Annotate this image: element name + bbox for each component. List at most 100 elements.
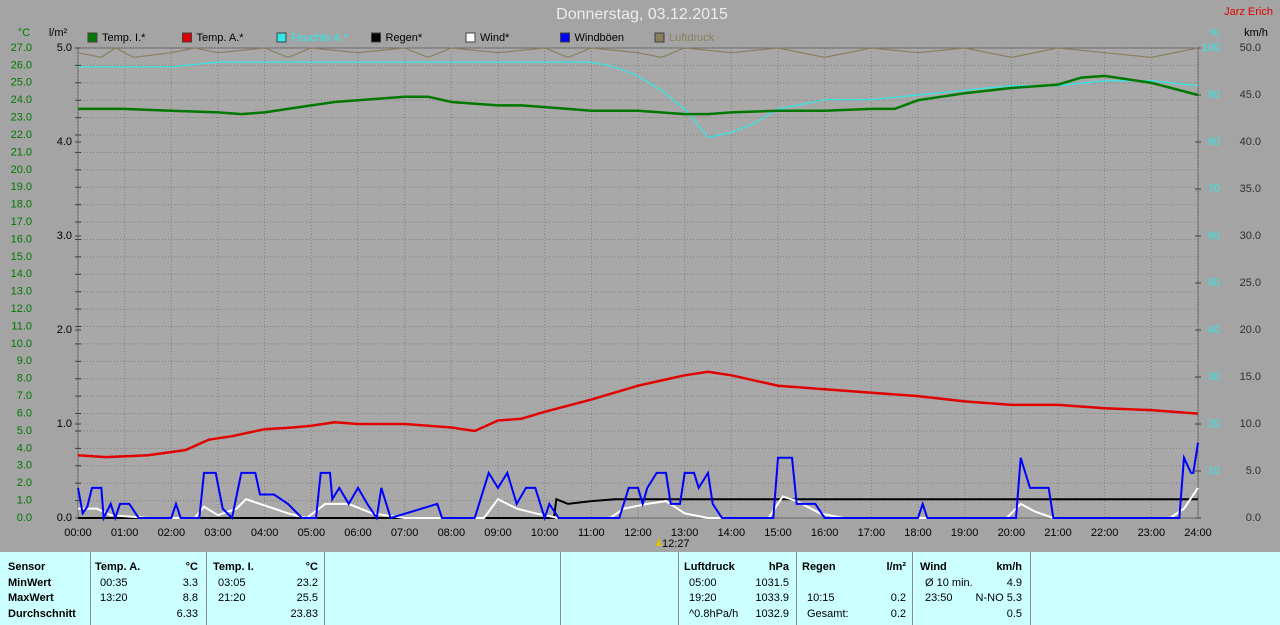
y3-axis-unit: l/m² xyxy=(49,27,68,39)
stat-time: 13:20 xyxy=(100,592,128,604)
x-tick-label: 04:00 xyxy=(251,527,279,539)
x-tick-label: 14:00 xyxy=(718,527,746,539)
y2-tick-label: 35.0 xyxy=(1240,183,1261,195)
x-tick-label: 15:00 xyxy=(764,527,792,539)
y-tick-label: 25.0 xyxy=(11,77,32,89)
x-tick-label: 13:00 xyxy=(671,527,699,539)
y-tick-label: 22.0 xyxy=(11,129,32,141)
legend-swatch xyxy=(87,32,98,43)
series-line xyxy=(77,370,1199,459)
x-tick-label: 07:00 xyxy=(391,527,419,539)
stat-time: 00:35 xyxy=(100,577,128,589)
y3-tick-label: 5.0 xyxy=(57,42,72,54)
y-tick-label: 7.0 xyxy=(17,390,32,402)
x-tick-label: 10:00 xyxy=(531,527,559,539)
legend-swatch xyxy=(182,32,192,43)
x-tick-label: 19:00 xyxy=(951,527,979,539)
y2-axis-unit: km/h xyxy=(1244,27,1268,39)
y2-tick-label: 0.0 xyxy=(1246,512,1261,524)
section-unit: °C xyxy=(185,561,198,573)
divider xyxy=(206,552,207,625)
stats-table: Sensor MinWert MaxWert Durchschnitt Temp. A.… xyxy=(0,552,1280,625)
y4-tick-label: 80 xyxy=(1208,136,1220,148)
x-tick-label: 16:00 xyxy=(811,527,839,539)
y2-tick-label: 30.0 xyxy=(1240,230,1261,242)
y3-tick-label: 2.0 xyxy=(57,324,72,336)
series-line xyxy=(77,442,1199,522)
section-unit: km/h xyxy=(996,561,1022,573)
y-tick-label: 18.0 xyxy=(11,199,32,211)
x-tick-label: 06:00 xyxy=(344,527,372,539)
y-tick-label: 13.0 xyxy=(11,286,32,298)
time-marker xyxy=(656,538,662,546)
stat-time: 19:20 xyxy=(689,592,717,604)
x-tick-label: 01:00 xyxy=(111,527,139,539)
x-tick-label: 02:00 xyxy=(158,527,186,539)
time-marker-label: 12:27 xyxy=(662,538,690,550)
section-unit: hPa xyxy=(768,561,789,573)
divider xyxy=(324,552,325,625)
y2-tick-label: 15.0 xyxy=(1240,371,1261,383)
chart-title: Donnerstag, 03.12.2015 xyxy=(556,6,728,23)
y-tick-label: 4.0 xyxy=(17,442,32,454)
x-tick-label: 11:00 xyxy=(578,527,605,539)
x-tick-label: 05:00 xyxy=(298,527,326,539)
stat-value: N-NO 5.3 xyxy=(975,592,1022,604)
stat-value: 1031.5 xyxy=(755,577,789,589)
x-tick-label: 09:00 xyxy=(484,527,512,539)
y-tick-label: 23.0 xyxy=(11,112,32,124)
legend-swatch xyxy=(654,32,665,43)
author: Jarz Erich xyxy=(1224,6,1273,18)
y2-tick-label: 25.0 xyxy=(1240,277,1261,289)
x-tick-label: 24:00 xyxy=(1184,527,1212,539)
legend-swatch xyxy=(276,32,287,43)
section-title: Regen xyxy=(802,561,836,573)
x-tick-label: 20:00 xyxy=(998,527,1026,539)
y-axis-unit: °C xyxy=(18,27,30,39)
x-tick-label: 08:00 xyxy=(438,527,466,539)
divider xyxy=(1030,552,1031,625)
legend-label: Windböen xyxy=(575,32,625,44)
y2-tick-label: 40.0 xyxy=(1240,136,1261,148)
stat-value: 25.5 xyxy=(296,592,318,604)
x-tick-label: 12:00 xyxy=(624,527,652,539)
y-tick-label: 17.0 xyxy=(11,216,32,228)
y3-tick-label: 3.0 xyxy=(57,230,72,242)
y-tick-label: 1.0 xyxy=(17,494,32,506)
y4-tick-label: 60 xyxy=(1208,230,1220,242)
stat-time: Ø 10 min. xyxy=(925,577,973,589)
y-tick-label: 8.0 xyxy=(17,373,32,385)
y2-tick-label: 20.0 xyxy=(1240,324,1261,336)
y4-tick-label: 90 xyxy=(1208,89,1220,101)
divider xyxy=(90,552,91,625)
chart: Donnerstag, 03.12.2015 Jarz Erich °C l/m… xyxy=(11,6,1273,550)
stat-value: 4.9 xyxy=(1006,577,1022,589)
y3-tick-label: 4.0 xyxy=(57,136,72,148)
section-title: Temp. A. xyxy=(95,561,141,573)
y-tick-label: 19.0 xyxy=(11,181,32,193)
stat-time: Gesamt: xyxy=(807,608,849,620)
section-title: Luftdruck xyxy=(684,561,735,573)
y4-axis-unit: % xyxy=(1209,27,1219,39)
y2-tick-label: 50.0 xyxy=(1240,42,1261,54)
stat-time: 21:20 xyxy=(218,592,246,604)
stat-time: 05:00 xyxy=(689,577,717,589)
legend-label: Wind* xyxy=(480,32,510,44)
y-tick-label: 10.0 xyxy=(11,338,32,350)
y-tick-label: 9.0 xyxy=(17,355,32,367)
x-tick-label: 00:00 xyxy=(64,527,92,539)
stat-value: 0.2 xyxy=(890,608,906,620)
y-tick-label: 0.0 xyxy=(17,512,32,524)
legend-label: Regen* xyxy=(386,32,423,44)
y-tick-label: 27.0 xyxy=(11,42,32,54)
y-tick-label: 5.0 xyxy=(17,425,32,437)
legend-label: Feuchte A.* xyxy=(291,32,349,44)
y4-tick-label: 30 xyxy=(1208,371,1220,383)
y3-tick-label: 0.0 xyxy=(57,512,72,524)
x-tick-label: 03:00 xyxy=(204,527,232,539)
row-label: MaxWert xyxy=(8,592,54,604)
section-unit: l/m² xyxy=(886,561,906,573)
y2-tick-label: 10.0 xyxy=(1240,418,1261,430)
stat-time: 03:05 xyxy=(218,577,246,589)
y3-tick-label: 1.0 xyxy=(57,418,72,430)
